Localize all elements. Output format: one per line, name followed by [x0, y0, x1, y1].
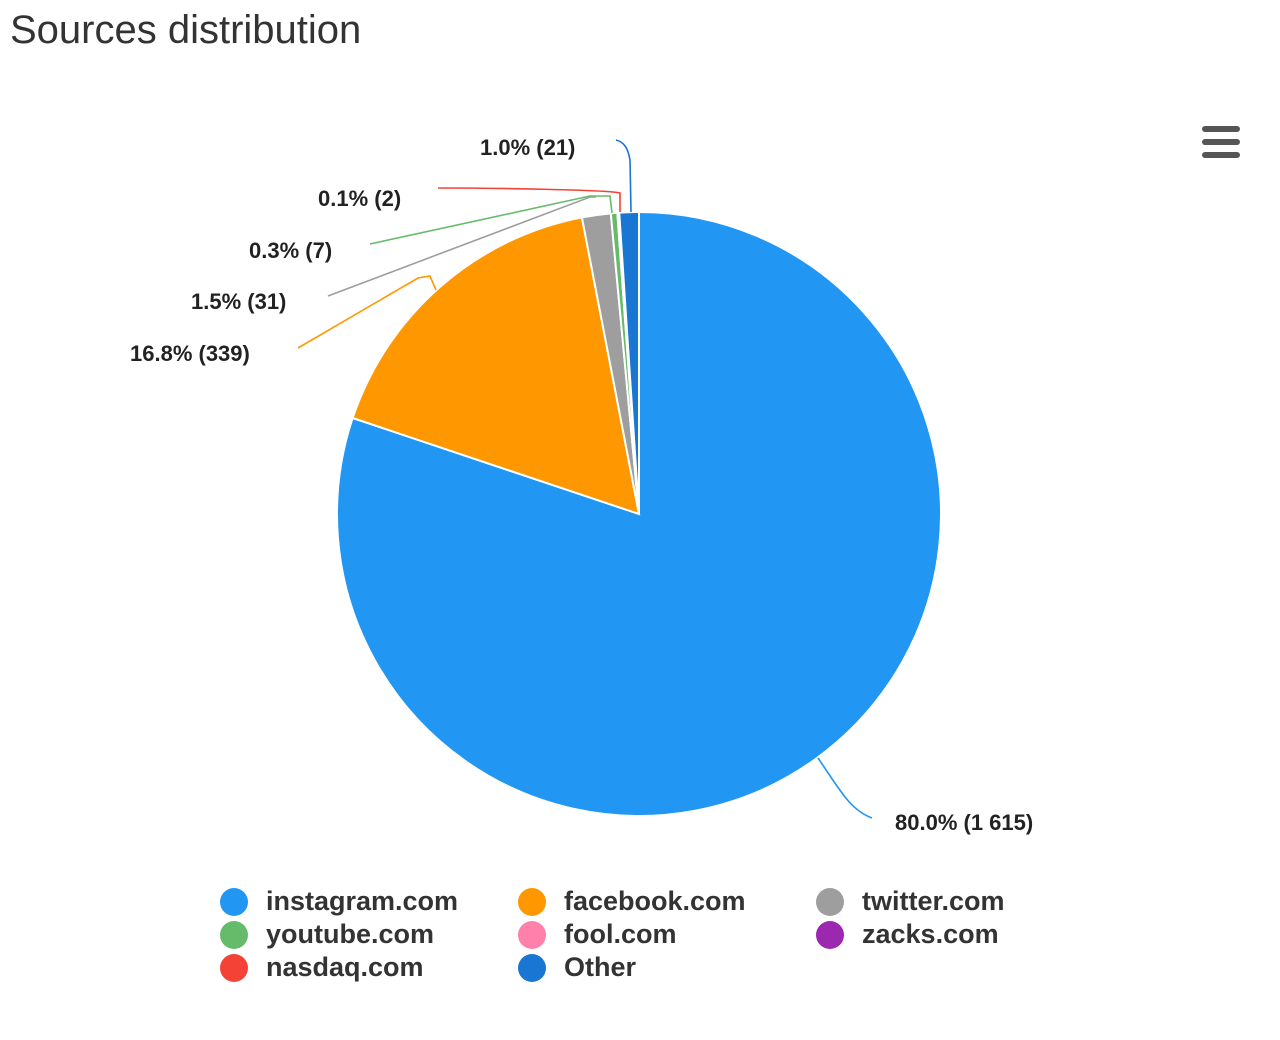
legend-dot-icon — [518, 953, 546, 982]
legend-item-youtube[interactable]: youtube.com — [220, 919, 434, 950]
legend-item-instagram[interactable]: instagram.com — [220, 886, 458, 917]
legend-dot-icon — [816, 920, 844, 949]
legend-item-other[interactable]: Other — [518, 952, 636, 983]
legend-item-nasdaq[interactable]: nasdaq.com — [220, 952, 424, 983]
pie-chart: 1.0% (21) 0.1% (2) 0.3% (7) 1.5% (31) 16… — [130, 135, 1033, 835]
pie-slice-other[interactable] — [618, 210, 640, 515]
data-label-nasdaq: 0.1% (2) — [318, 186, 401, 211]
pie-slice-facebook[interactable] — [351, 216, 641, 516]
legend-dot-icon — [518, 920, 546, 949]
chart-title: Sources distribution — [10, 8, 362, 52]
legend-dot-icon — [220, 887, 248, 916]
legend-dot-icon — [518, 887, 546, 916]
legend-dot-icon — [220, 953, 248, 982]
data-label-instagram: 80.0% (1 615) — [895, 810, 1033, 835]
legend-item-twitter[interactable]: twitter.com — [816, 886, 1005, 917]
pie-slices — [336, 210, 942, 817]
data-label-other: 1.0% (21) — [480, 135, 575, 160]
data-label-facebook: 16.8% (339) — [130, 341, 250, 366]
label-connectors — [297, 139, 873, 819]
legend-dot-icon — [220, 920, 248, 949]
data-label-youtube: 0.3% (7) — [249, 238, 332, 263]
data-label-twitter: 1.5% (31) — [191, 289, 286, 314]
chart-menu-button[interactable] — [1198, 124, 1244, 162]
legend-item-fool[interactable]: fool.com — [518, 919, 677, 950]
legend-item-facebook[interactable]: facebook.com — [518, 886, 746, 917]
legend-item-zacks[interactable]: zacks.com — [816, 919, 999, 950]
legend-dot-icon — [816, 887, 844, 916]
